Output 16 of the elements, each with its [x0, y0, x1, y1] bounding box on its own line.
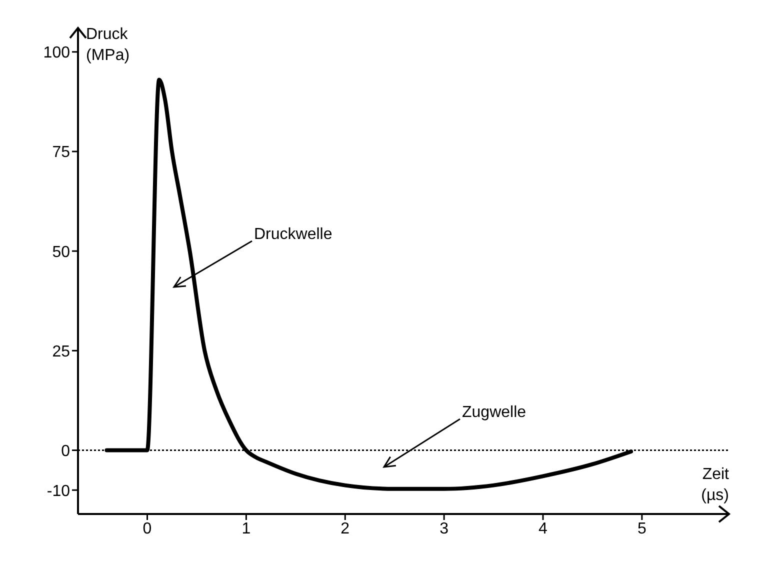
- x-tick-label: 0: [142, 520, 152, 538]
- y-tick-label: 25: [52, 343, 70, 360]
- x-tick-label: 5: [637, 520, 646, 538]
- annotation: Zugwelle: [462, 404, 526, 421]
- y-tick-label: -10: [46, 482, 70, 500]
- y-tick-label: 75: [52, 144, 70, 162]
- y-axis-title: Druck (MPa): [86, 25, 131, 66]
- x-tick-label: 2: [340, 520, 350, 538]
- x-axis-title: Zeit (µs): [700, 465, 729, 506]
- x-tick-label: 4: [538, 520, 548, 538]
- y-tick-label: 50: [52, 244, 70, 261]
- annotation: Druckwelle: [254, 226, 332, 243]
- x-tick-label: 3: [440, 520, 449, 538]
- y-tick-label: 100: [43, 44, 70, 62]
- y-tick-label: 0: [61, 442, 70, 460]
- x-tick-label: 1: [242, 520, 251, 538]
